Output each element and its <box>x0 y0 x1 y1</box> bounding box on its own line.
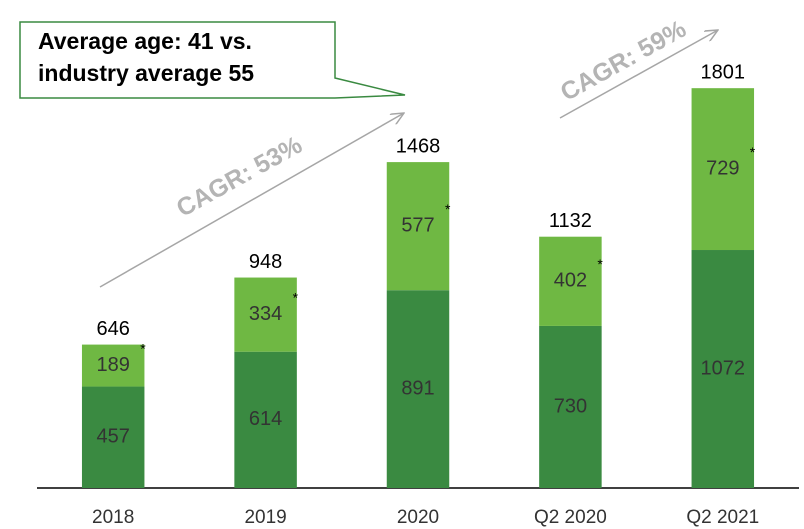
value-label: 457 <box>97 426 130 448</box>
cagr-label: CAGR: 53% <box>172 131 307 223</box>
footnote-marker: * <box>140 340 146 356</box>
total-label: 1468 <box>396 135 441 157</box>
value-label: 189 <box>97 354 130 376</box>
value-label: 577 <box>401 214 434 236</box>
x-tick-label: 2018 <box>92 507 134 528</box>
value-label: 730 <box>554 395 587 417</box>
bar-segment <box>386 162 450 291</box>
cagr-arrow <box>559 30 718 119</box>
total-label: 1132 <box>549 210 592 232</box>
callout-box <box>19 21 406 99</box>
value-label: 334 <box>249 303 282 325</box>
x-tick-label: 2020 <box>397 507 439 528</box>
value-label: 614 <box>249 408 282 430</box>
bar-segment <box>386 290 450 488</box>
total-label: 1801 <box>701 61 746 83</box>
value-label: 402 <box>554 270 587 292</box>
value-label: 891 <box>401 377 434 399</box>
bar-segment <box>234 351 297 488</box>
value-label: 729 <box>706 157 739 179</box>
x-tick-label: Q2 2020 <box>534 507 607 528</box>
footnote-marker: * <box>445 201 451 217</box>
footnote-marker: * <box>293 289 299 305</box>
x-tick-label: Q2 2021 <box>686 507 759 528</box>
total-label: 948 <box>249 251 282 273</box>
cagr-arrow <box>99 113 404 288</box>
bar-segment <box>691 250 755 488</box>
x-tick-label: 2019 <box>244 507 286 528</box>
bar-segment <box>234 277 297 352</box>
callout-text: Average age: 41 vs. <box>38 28 252 54</box>
cagr-label: CAGR: 59% <box>556 15 691 107</box>
footnote-marker: * <box>750 144 756 160</box>
bar-segment <box>539 325 602 488</box>
bar-segment <box>691 88 755 251</box>
bar-segment <box>81 344 145 387</box>
value-label: 1072 <box>701 357 746 379</box>
bar-segment <box>81 386 145 488</box>
total-label: 646 <box>97 318 130 340</box>
bar-segment <box>539 236 602 326</box>
callout-text: industry average 55 <box>38 60 254 86</box>
footnote-marker: * <box>597 256 603 272</box>
